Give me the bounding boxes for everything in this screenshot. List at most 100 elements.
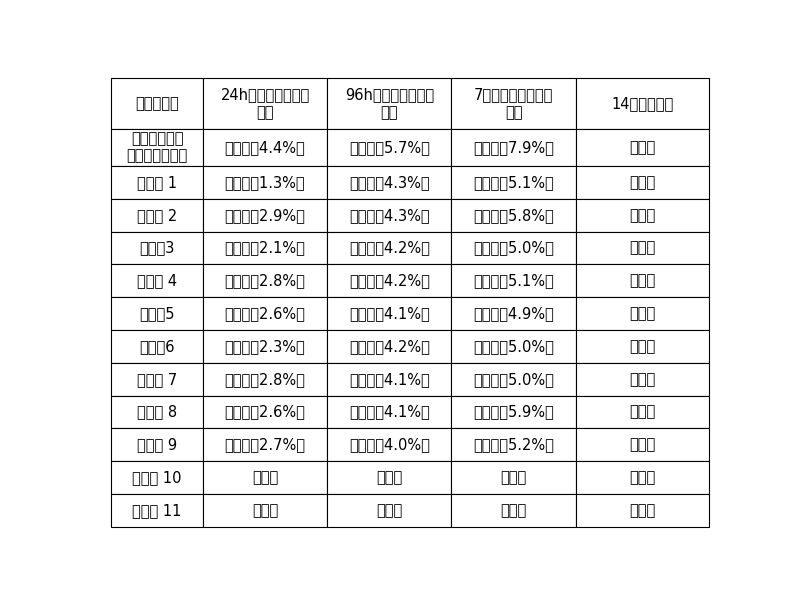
Bar (203, 166, 327, 199)
Bar (451, 264, 576, 297)
Text: 实施例 1: 实施例 1 (137, 175, 177, 190)
Bar (451, 297, 576, 330)
Bar (203, 199, 327, 232)
Text: 无沉淀（4.4%）: 无沉淀（4.4%） (225, 140, 306, 155)
Bar (451, 129, 576, 166)
Text: 无沉淀（4.2%）: 无沉淀（4.2%） (349, 273, 430, 289)
Text: 无沉淀（5.0%）: 无沉淀（5.0%） (473, 371, 554, 387)
Text: 14天沉淀情况: 14天沉淀情况 (611, 96, 674, 111)
Text: 无沉淀（2.6%）: 无沉淀（2.6%） (225, 405, 306, 419)
Bar (203, 297, 327, 330)
Text: 无沉淀: 无沉淀 (376, 503, 402, 518)
Bar (451, 330, 576, 363)
Text: 无沉淀（5.1%）: 无沉淀（5.1%） (473, 273, 554, 289)
Bar (576, 264, 709, 297)
Bar (451, 396, 576, 428)
Bar (576, 232, 709, 264)
Text: 软沉淀: 软沉淀 (629, 273, 655, 289)
Text: 无沉淀（2.9%）: 无沉淀（2.9%） (225, 208, 306, 223)
Text: 无沉淀（4.2%）: 无沉淀（4.2%） (349, 339, 430, 354)
Bar (111, 78, 203, 129)
Text: 无沉淀（5.0%）: 无沉淀（5.0%） (473, 241, 554, 255)
Text: 软沉淀: 软沉淀 (629, 405, 655, 419)
Text: 无沉淀（4.0%）: 无沉淀（4.0%） (349, 437, 430, 453)
Text: 无沉淀（5.9%）: 无沉淀（5.9%） (473, 405, 554, 419)
Text: 实施例 7: 实施例 7 (137, 371, 177, 387)
Text: 无沉淀（4.3%）: 无沉淀（4.3%） (349, 208, 430, 223)
Bar (327, 232, 451, 264)
Text: 7天沉淀情况（析水
率）: 7天沉淀情况（析水 率） (474, 87, 554, 120)
Bar (451, 363, 576, 396)
Bar (327, 166, 451, 199)
Text: 无沉淀: 无沉淀 (501, 503, 526, 518)
Text: 无沉淀（2.1%）: 无沉淀（2.1%） (225, 241, 306, 255)
Text: 无沉淀: 无沉淀 (376, 470, 402, 485)
Text: 无沉淀（4.9%）: 无沉淀（4.9%） (473, 306, 554, 321)
Text: 无沉淀（5.1%）: 无沉淀（5.1%） (473, 175, 554, 190)
Text: 实施例 2: 实施例 2 (137, 208, 177, 223)
Bar (111, 297, 203, 330)
Bar (327, 129, 451, 166)
Bar (327, 330, 451, 363)
Bar (451, 199, 576, 232)
Bar (451, 461, 576, 494)
Bar (327, 428, 451, 461)
Text: 实施例3: 实施例3 (139, 241, 174, 255)
Bar (111, 330, 203, 363)
Bar (576, 363, 709, 396)
Bar (327, 363, 451, 396)
Bar (576, 199, 709, 232)
Text: 软沉淀: 软沉淀 (629, 371, 655, 387)
Text: 无沉淀（2.3%）: 无沉淀（2.3%） (225, 339, 306, 354)
Bar (576, 461, 709, 494)
Bar (111, 129, 203, 166)
Bar (576, 396, 709, 428)
Text: 实施例 11: 实施例 11 (132, 503, 182, 518)
Bar (111, 494, 203, 527)
Bar (111, 166, 203, 199)
Bar (111, 428, 203, 461)
Text: 实施例5: 实施例5 (139, 306, 174, 321)
Bar (203, 396, 327, 428)
Text: 硬沉淀（5.7%）: 硬沉淀（5.7%） (349, 140, 430, 155)
Text: 无沉淀（4.1%）: 无沉淀（4.1%） (349, 306, 430, 321)
Text: 无沉淀: 无沉淀 (252, 503, 278, 518)
Text: 硬沉淀: 硬沉淀 (629, 140, 655, 155)
Text: 软沉淀: 软沉淀 (629, 470, 655, 485)
Bar (203, 363, 327, 396)
Text: 软沉淀: 软沉淀 (629, 306, 655, 321)
Text: 硬沉淀（7.9%）: 硬沉淀（7.9%） (473, 140, 554, 155)
Text: 软沉淀: 软沉淀 (629, 437, 655, 453)
Text: 24h沉淀情况（析水
率）: 24h沉淀情况（析水 率） (220, 87, 310, 120)
Bar (327, 461, 451, 494)
Text: 实施例 8: 实施例 8 (137, 405, 177, 419)
Text: 软沉淀: 软沉淀 (629, 339, 655, 354)
Bar (203, 461, 327, 494)
Text: 实施例6: 实施例6 (139, 339, 174, 354)
Text: 软沉淀: 软沉淀 (629, 175, 655, 190)
Bar (327, 199, 451, 232)
Bar (327, 396, 451, 428)
Bar (327, 264, 451, 297)
Bar (576, 428, 709, 461)
Bar (203, 129, 327, 166)
Text: 无沉淀（2.8%）: 无沉淀（2.8%） (225, 273, 306, 289)
Bar (576, 166, 709, 199)
Text: 实施例 10: 实施例 10 (132, 470, 182, 485)
Text: 软沉淀: 软沉淀 (629, 208, 655, 223)
Text: 萘磺酸络合物
（共市售产品）: 萘磺酸络合物 （共市售产品） (126, 131, 188, 163)
Bar (203, 78, 327, 129)
Text: 无沉淀（5.8%）: 无沉淀（5.8%） (473, 208, 554, 223)
Bar (203, 232, 327, 264)
Text: 实施例 9: 实施例 9 (137, 437, 177, 453)
Bar (111, 199, 203, 232)
Bar (451, 494, 576, 527)
Text: 软沉淀: 软沉淀 (629, 503, 655, 518)
Text: 无沉淀（1.3%）: 无沉淀（1.3%） (225, 175, 306, 190)
Bar (111, 232, 203, 264)
Text: 无沉淀: 无沉淀 (501, 470, 526, 485)
Text: 无沉淀（2.7%）: 无沉淀（2.7%） (225, 437, 306, 453)
Bar (576, 330, 709, 363)
Bar (576, 129, 709, 166)
Bar (327, 78, 451, 129)
